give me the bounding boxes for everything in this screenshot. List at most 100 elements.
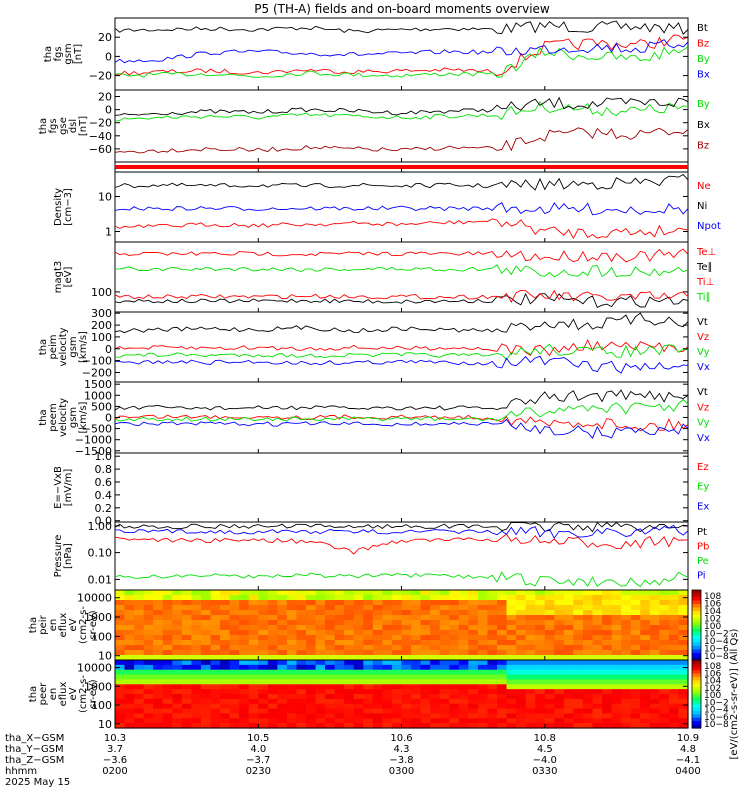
- spectrogram-cell: [487, 605, 498, 611]
- spectrogram-cell: [248, 708, 259, 715]
- spectrogram-cell: [248, 679, 259, 685]
- spectrogram-cell: [306, 698, 317, 705]
- colorbar-label: 108: [704, 592, 721, 602]
- spectrogram-cell: [439, 595, 450, 601]
- spectrogram-cell: [640, 689, 651, 695]
- spectrogram-cell: [124, 684, 135, 690]
- spectrogram-cell: [210, 669, 221, 676]
- series-line-Vy: [114, 343, 689, 361]
- spectrogram-cell: [325, 660, 336, 666]
- spectrogram-cell: [630, 605, 641, 611]
- spectrogram-cell: [334, 684, 345, 690]
- spectrogram-cell: [439, 645, 450, 651]
- spectrogram-cell: [286, 679, 298, 685]
- spectrogram-cell: [468, 664, 479, 671]
- spectrogram-cell: [248, 703, 259, 710]
- spectrogram-cell: [477, 660, 489, 666]
- spectrogram-cell: [162, 655, 173, 661]
- spectrogram-cell: [191, 640, 202, 646]
- spectrogram-cell: [659, 615, 670, 621]
- spectrogram-cell: [611, 708, 622, 715]
- spectrogram-cell: [115, 620, 126, 626]
- spectrogram-cell: [668, 620, 680, 626]
- spectrogram-cell: [554, 723, 565, 729]
- spectrogram-cell: [153, 664, 164, 671]
- spectrogram-cell: [363, 698, 374, 705]
- spectrogram-cell: [229, 689, 240, 695]
- spectrogram-cell: [563, 655, 574, 661]
- series-line-Bt: [114, 20, 689, 35]
- spectrogram-cell: [353, 698, 364, 705]
- spectrogram-cell: [439, 694, 450, 700]
- spectrogram-cell: [239, 694, 250, 700]
- spectrogram-cell: [592, 590, 603, 596]
- spectrogram-cell: [582, 703, 594, 710]
- spectrogram-cell: [220, 605, 231, 611]
- spectrogram-cell: [353, 655, 364, 661]
- spectrogram-cell: [640, 620, 651, 626]
- y-tick-label: −500: [82, 423, 112, 436]
- spectrogram-cell: [334, 625, 345, 631]
- spectrogram-cell: [258, 698, 269, 705]
- spectrogram-cell: [277, 669, 288, 676]
- spectrogram-cell: [134, 703, 145, 710]
- spectrogram-cell: [678, 694, 689, 700]
- spectrogram-cell: [191, 615, 202, 621]
- colorbar-swatch: [692, 707, 701, 712]
- spectrogram-cell: [516, 595, 527, 601]
- colorbar-swatch: [692, 635, 701, 640]
- y-axis-label: fgs: [53, 46, 64, 61]
- spectrogram-cell: [411, 605, 422, 611]
- spectrogram-cell: [449, 645, 460, 651]
- spectrogram-cell: [134, 605, 145, 611]
- colorbar-swatch: [692, 653, 701, 658]
- spectrogram-cell: [286, 630, 298, 636]
- spectrogram-cell: [277, 625, 288, 631]
- spectrogram-cell: [554, 615, 565, 621]
- spectrogram-cell: [582, 698, 594, 705]
- spectrogram-cell: [286, 605, 298, 611]
- spectrogram-cell: [115, 630, 126, 636]
- spectrogram-cell: [124, 605, 135, 611]
- spectrogram-cell: [315, 679, 326, 685]
- spectrogram-cell: [229, 703, 240, 710]
- spectrogram-cell: [153, 684, 164, 690]
- spectrogram-cell: [497, 664, 508, 671]
- spectrogram-cell: [621, 645, 632, 651]
- spectrogram-cell: [134, 620, 145, 626]
- spectrogram-cell: [630, 615, 641, 621]
- spectrogram-cell: [487, 650, 498, 656]
- spectrogram-cell: [296, 635, 307, 641]
- spectrogram-cell: [239, 610, 250, 616]
- spectrogram-cell: [668, 615, 680, 621]
- spectrogram-cell: [525, 674, 536, 681]
- spectrogram-cell: [258, 664, 269, 671]
- spectrogram-cell: [248, 655, 259, 661]
- spectrogram-cell: [573, 625, 584, 631]
- spectrogram-cell: [668, 660, 680, 666]
- spectrogram-cell: [210, 718, 221, 724]
- spectrogram-cell: [210, 635, 221, 641]
- spectrogram-cell: [678, 625, 689, 631]
- spectrogram-cell: [630, 689, 641, 695]
- spectrogram-cell: [124, 655, 135, 661]
- y-tick-label: 300: [91, 307, 112, 320]
- spectrogram-cell: [535, 650, 546, 656]
- spectrogram-cell: [181, 625, 192, 631]
- spectrogram-cell: [602, 684, 613, 690]
- spectrogram-cell: [439, 713, 450, 719]
- spectrogram-cell: [544, 630, 555, 636]
- spectrogram-cell: [468, 625, 479, 631]
- spectrogram-cell: [382, 655, 393, 661]
- spectrogram-cell: [554, 718, 565, 724]
- spectrogram-cell: [420, 698, 431, 705]
- spectrogram-cell: [640, 669, 651, 676]
- spectrogram-cell: [592, 600, 603, 606]
- spectrogram-cell: [563, 635, 574, 641]
- spectrogram-cell: [640, 650, 651, 656]
- spectrogram-cell: [191, 600, 202, 606]
- spectrogram-cell: [602, 698, 613, 705]
- spectrogram-cell: [391, 694, 403, 700]
- spectrogram-cell: [353, 660, 364, 666]
